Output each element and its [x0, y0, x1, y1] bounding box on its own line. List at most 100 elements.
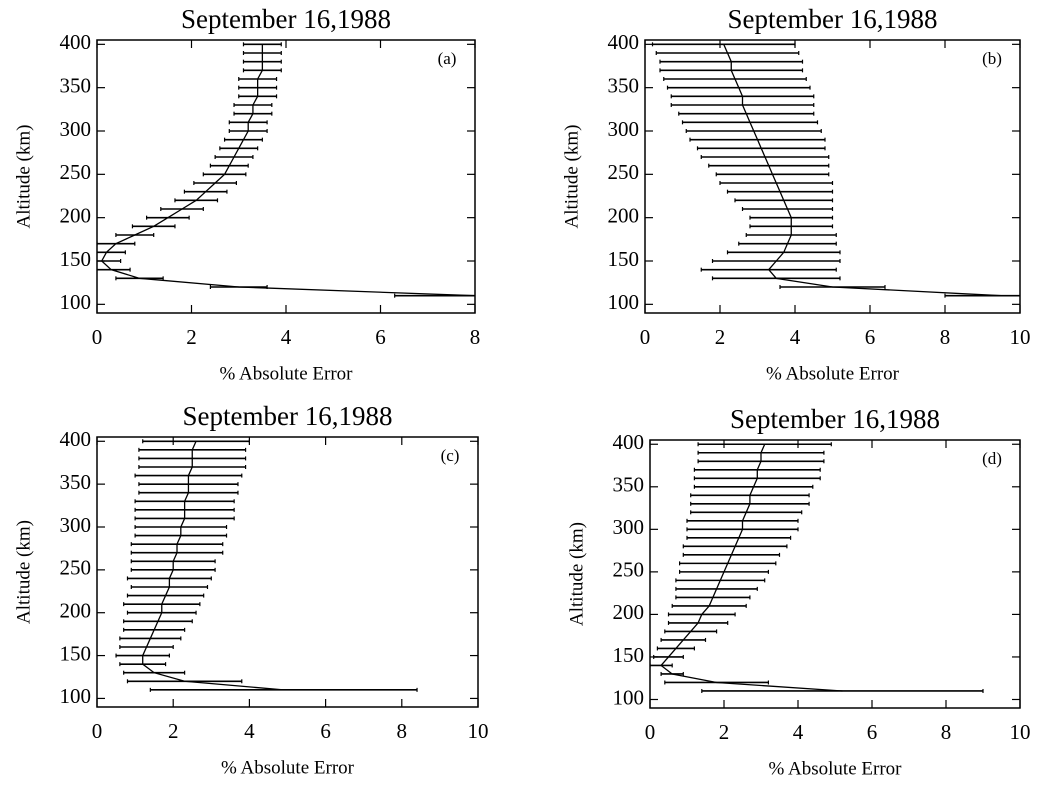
x-axis-label: % Absolute Error	[766, 363, 900, 384]
error-bar	[134, 533, 228, 538]
plot-frame	[96, 436, 479, 708]
x-tick-label: 6	[865, 325, 876, 349]
y-tick-label: 100	[608, 290, 640, 314]
x-tick-label: 4	[793, 720, 804, 744]
error-bar	[97, 267, 131, 272]
error-bar	[134, 473, 243, 478]
y-tick-label: 350	[60, 470, 92, 494]
error-bar	[749, 215, 834, 220]
error-bar	[664, 629, 718, 634]
error-bar	[686, 527, 799, 532]
plot-area	[650, 442, 984, 693]
error-bar	[685, 129, 822, 133]
error-bar	[675, 586, 758, 591]
x-tick-label: 8	[941, 720, 952, 744]
error-bar	[183, 189, 228, 194]
error-bar	[146, 215, 190, 220]
error-bar	[693, 467, 821, 472]
plot-frame	[96, 39, 476, 314]
y-tick-label: 300	[613, 515, 645, 539]
error-bar	[134, 525, 228, 529]
error-bar	[123, 670, 186, 675]
y-tick-label: 250	[60, 556, 92, 580]
x-tick-label: 4	[790, 325, 801, 349]
y-axis-label: Altitude (km)	[13, 125, 34, 229]
error-bar	[134, 507, 235, 512]
error-bar	[126, 576, 212, 581]
error-bar	[134, 516, 235, 521]
plot-area	[651, 42, 1020, 298]
error-bar	[138, 465, 247, 469]
error-bar	[667, 620, 729, 625]
error-bar	[97, 250, 126, 255]
error-bar	[681, 120, 819, 125]
error-bar	[138, 456, 247, 461]
error-bar	[686, 518, 799, 523]
error-bar	[242, 68, 282, 73]
x-tick-label: 2	[715, 325, 726, 349]
y-tick-label: 150	[608, 247, 640, 271]
error-bar	[126, 610, 197, 615]
error-bar	[697, 450, 825, 455]
error-bar	[238, 85, 278, 90]
error-bar	[174, 198, 219, 203]
error-bar	[678, 569, 770, 574]
y-tick-label: 100	[613, 685, 645, 709]
error-bar	[655, 51, 800, 55]
error-bar	[219, 146, 259, 151]
x-tick-label: 2	[186, 325, 197, 349]
chart-title: September 16,1988	[730, 404, 940, 434]
panel-label: (a)	[438, 49, 457, 68]
error-bar	[664, 680, 770, 685]
x-tick-label: 8	[397, 719, 408, 743]
error-bar	[659, 59, 804, 64]
y-tick-label: 150	[60, 247, 92, 271]
error-bar	[700, 267, 837, 272]
y-tick-label: 100	[60, 684, 92, 708]
x-axis-label: % Absolute Error	[221, 757, 355, 778]
y-tick-label: 100	[60, 290, 92, 314]
error-bar	[663, 77, 807, 81]
x-tick-label: 4	[281, 325, 292, 349]
error-bar	[715, 172, 830, 177]
error-bar	[130, 585, 209, 589]
x-tick-label: 0	[640, 325, 651, 349]
error-bar	[123, 602, 201, 607]
error-bar	[394, 293, 475, 298]
error-bar	[701, 688, 984, 693]
x-tick-label: 4	[244, 719, 255, 743]
plot-area	[97, 42, 475, 298]
error-bar	[238, 94, 278, 99]
error-bar	[671, 603, 747, 608]
panel: September 16,1988 % Absolute Error Altitud…	[561, 4, 1030, 384]
error-bar	[223, 137, 263, 142]
panel-label: (b)	[982, 49, 1002, 68]
y-tick-label: 350	[60, 73, 92, 97]
error-bar	[690, 493, 810, 498]
panel: September 16,1988 % Absolute Error Altitud…	[13, 4, 480, 384]
error-bar	[749, 224, 834, 229]
error-bar	[660, 671, 684, 676]
error-bar	[130, 567, 216, 572]
error-bar	[130, 550, 224, 555]
y-tick-label: 350	[613, 473, 645, 497]
y-tick-label: 400	[60, 30, 92, 54]
error-bar	[119, 645, 174, 649]
profile-line	[142, 441, 284, 691]
y-tick-label: 400	[608, 30, 640, 54]
error-bar	[134, 499, 235, 504]
error-bar	[123, 627, 186, 632]
error-bar	[138, 490, 239, 495]
plot-frame	[644, 39, 1021, 314]
y-axis-label: Altitude (km)	[13, 520, 34, 624]
error-bar	[745, 233, 837, 237]
x-axis-label: % Absolute Error	[220, 363, 354, 384]
error-bar	[138, 482, 239, 487]
error-bar	[678, 111, 815, 116]
profile-line	[660, 443, 843, 692]
error-bar	[700, 155, 830, 159]
error-bar	[741, 207, 834, 211]
error-bar	[202, 172, 247, 177]
error-bar	[693, 484, 814, 489]
